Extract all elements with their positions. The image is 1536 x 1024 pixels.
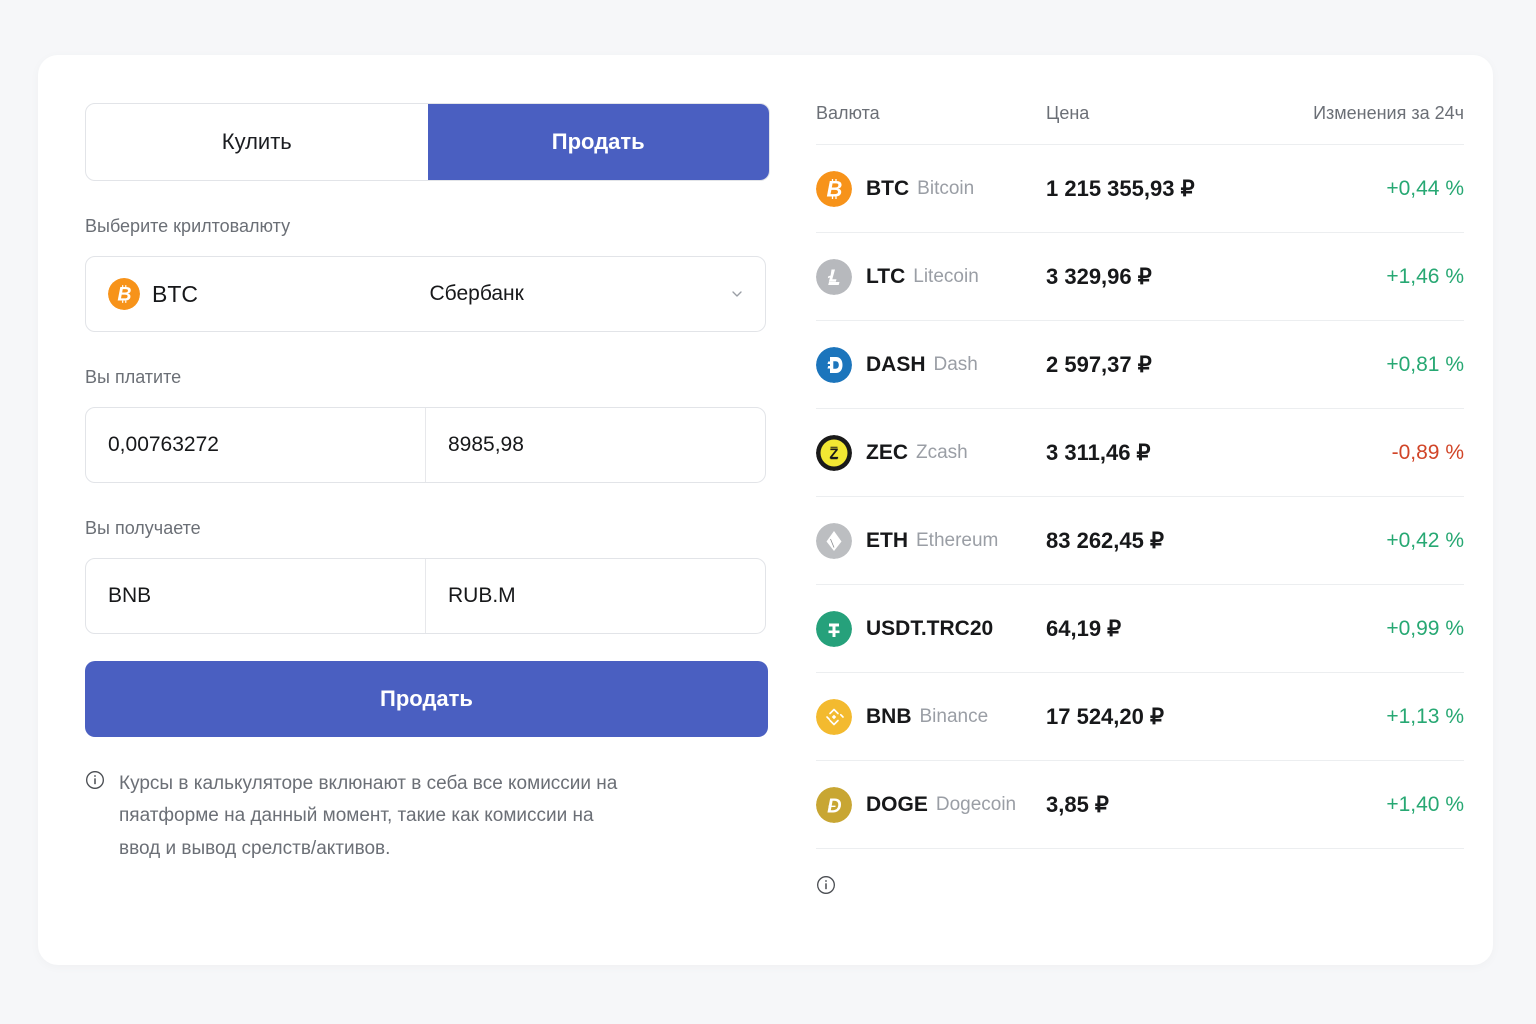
svg-text:Z: Z [829,445,838,462]
svg-text:B: B [117,284,131,306]
svg-text:B: B [827,176,843,201]
